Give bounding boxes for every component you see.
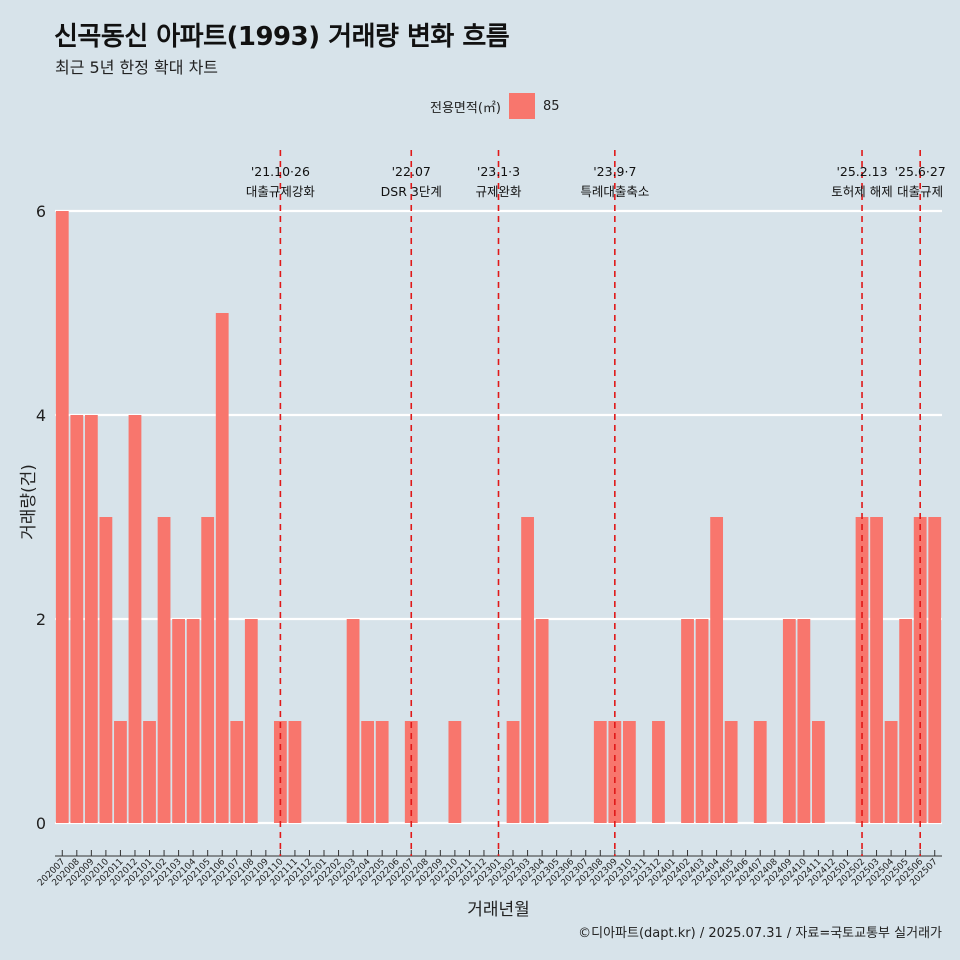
bar (99, 517, 113, 823)
bar (622, 721, 636, 823)
bar (521, 517, 534, 823)
chart-title: 신곡동신 아파트(1993) 거래량 변화 흐름 (54, 22, 510, 52)
legend-item-label: 85 (542, 98, 560, 114)
bar (128, 415, 142, 823)
bar (695, 619, 709, 823)
bar (870, 517, 883, 823)
bar (55, 211, 69, 823)
bar (143, 721, 156, 823)
event-label: 특례대출축소 (580, 184, 649, 199)
bar (593, 721, 607, 823)
bar (84, 415, 98, 823)
bar (884, 721, 898, 823)
bar (186, 619, 200, 823)
bar (797, 619, 811, 823)
bar (288, 721, 302, 823)
bar (928, 517, 942, 823)
legend: 전용면적(㎡) 85 (430, 93, 560, 119)
bar (782, 619, 796, 823)
bar (157, 517, 171, 823)
y-tick-label: 4 (36, 406, 46, 425)
bar (346, 619, 360, 823)
bar (172, 619, 185, 823)
bar (114, 721, 127, 823)
bar (230, 721, 244, 823)
bar (899, 619, 913, 823)
y-tick-label: 6 (36, 202, 46, 221)
chart-subtitle: 최근 5년 한정 확대 차트 (55, 58, 219, 77)
bar (201, 517, 215, 823)
bar (753, 721, 767, 823)
event-label: 대출규제 (897, 184, 943, 199)
bar (375, 721, 389, 823)
event-date-label: '23.1·3 (477, 164, 520, 179)
event-label: 규제완화 (475, 184, 522, 199)
y-tick-label: 0 (36, 814, 46, 833)
event-date-label: '25.6·27 (895, 164, 946, 179)
y-tick-label: 2 (36, 610, 46, 629)
bar (652, 721, 665, 823)
bar (244, 619, 258, 823)
y-axis-title: 거래량(건) (19, 464, 39, 540)
event-label: 토허제 해제 (831, 184, 892, 199)
legend-swatch (508, 93, 535, 119)
bar (361, 721, 375, 823)
event-date-label: '25.2.13 (836, 164, 887, 179)
x-axis-title: 거래년월 (467, 900, 530, 920)
legend-title: 전용면적(㎡) (430, 100, 501, 116)
bar (215, 313, 229, 823)
event-date-label: '22.07 (392, 164, 431, 179)
bar (724, 721, 738, 823)
event-label: DSR 3단계 (381, 184, 442, 199)
bar (448, 721, 462, 823)
event-date-label: '23.9·7 (593, 164, 636, 179)
bar (506, 721, 520, 823)
bar (70, 415, 84, 823)
event-label: 대출규제강화 (246, 184, 316, 199)
event-date-label: '21.10·26 (251, 164, 310, 179)
bar (535, 619, 549, 823)
bar (681, 619, 694, 823)
bar (812, 721, 825, 823)
bar (710, 517, 724, 823)
caption: ©디아파트(dapt.kr) / 2025.07.31 / 자료=국토교통부 실… (578, 926, 942, 941)
